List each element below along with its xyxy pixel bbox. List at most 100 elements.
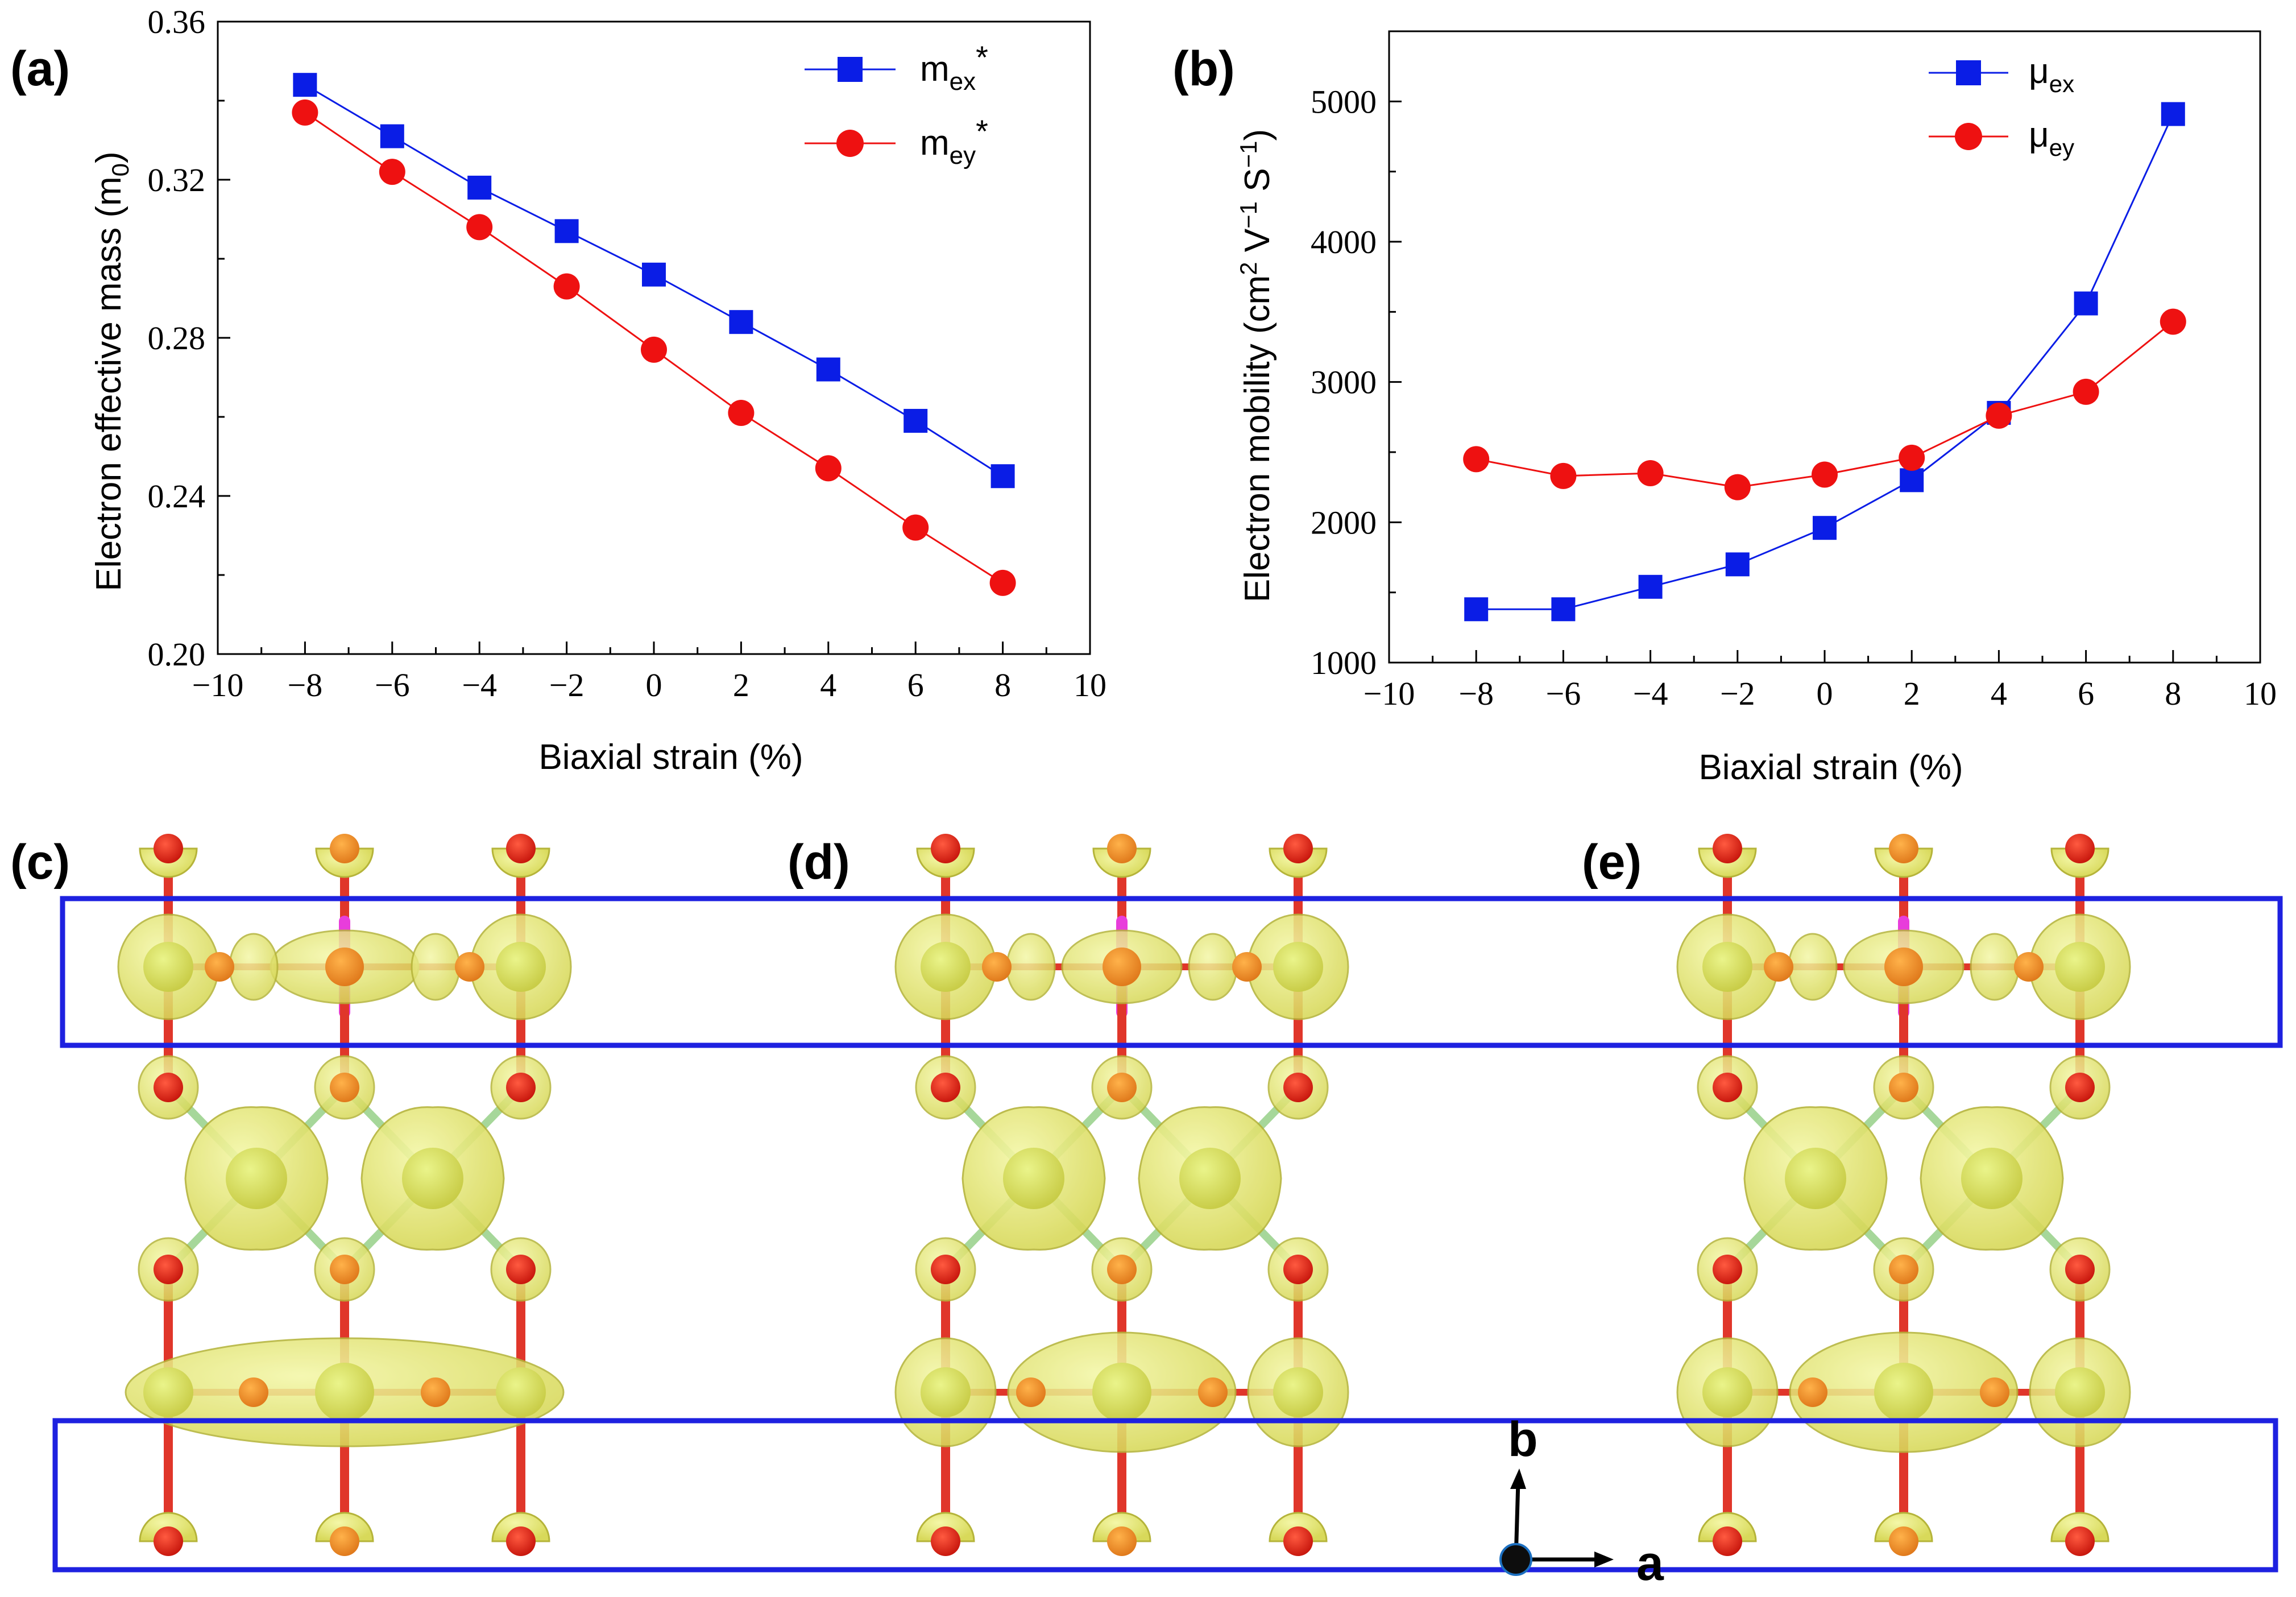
x-tick-label: −2 [1720,675,1755,712]
x-tick-label: 4 [1991,675,2007,712]
y-tick-label: 0.24 [148,478,206,515]
atom-metal [1179,1148,1241,1209]
y-tick-label: 0.32 [148,162,206,198]
atom-oxygen [931,1073,960,1102]
atom-oxygen [455,952,484,982]
atom-oxygen [1889,1073,1918,1102]
axis-label-b: b [1508,1412,1538,1467]
atom-metal [143,942,193,992]
chart-a-ylabel: Electron effective mass (m0) [89,151,134,591]
y-tick-label: 3000 [1311,364,1377,401]
legend-marker-mex [838,57,863,82]
data-point-ey [1463,446,1490,473]
atom-metal [325,948,364,986]
atom-oxygen [1798,1377,1827,1407]
data-point-ex [1464,597,1489,622]
data-point-ex [1638,574,1663,599]
atom-oxygen [1713,1526,1742,1556]
legend-marker-mey [836,130,864,157]
atom-oxygen [330,1073,359,1102]
y-tick-label: 2000 [1311,504,1377,541]
charge-density-lobe [1188,933,1238,1001]
data-point-ex [554,219,579,243]
data-point-ex [1725,552,1750,577]
y-tick-label: 0.36 [148,3,206,40]
data-point-ey [1899,444,1925,471]
atom-metal [1874,1363,1933,1422]
legend-label-muey: μey [2029,115,2074,161]
data-point-ex [293,73,317,97]
atom-oxygen [1283,1073,1313,1102]
data-point-ex [380,124,404,148]
atom-oxygen [1107,1255,1137,1284]
x-tick-label: 2 [1904,675,1920,712]
atom-metal [1702,942,1752,992]
data-point-ex [467,175,492,200]
atom-metal [496,1367,546,1417]
highlight-box-bottom [52,1418,2278,1573]
data-point-ex [1813,516,1837,540]
atom-oxygen [1889,1526,1918,1556]
x-tick-label: −8 [288,667,323,704]
x-tick-label: 0 [646,667,662,704]
atom-oxygen [1283,1255,1313,1284]
x-tick-label: 6 [907,667,924,704]
atom-metal [1702,1367,1752,1417]
chart-b-xlabel: Biaxial strain (%) [1698,748,1963,787]
data-point-ex [2074,291,2098,316]
atom-oxygen [931,834,960,863]
legend-label-muex: μex [2029,52,2074,97]
atom-metal [2055,942,2105,992]
atom-oxygen [1889,1255,1918,1284]
effective-mass-chart: Electron effective mass (m0) Biaxial str… [89,3,1106,777]
legend-marker-muex [1956,60,1981,85]
charge-density-lobe [1788,933,1838,1001]
atom-oxygen [1713,1255,1742,1284]
y-tick-label: 5000 [1311,83,1377,120]
atom-metal [1961,1148,2023,1209]
axis-origin-dot [1499,1543,1532,1576]
legend-label-mey: mey* [920,113,988,169]
x-tick-label: −4 [462,667,497,704]
data-point-ex [729,310,753,334]
atom-metal [921,942,971,992]
atom-oxygen [239,1377,268,1407]
x-tick-label: −10 [192,667,244,704]
x-tick-label: −4 [1633,675,1668,712]
atom-metal [2055,1367,2105,1417]
data-point-ex [1551,597,1576,622]
atom-metal [496,942,546,992]
data-point-ey [1724,474,1751,500]
panel-label-c: (c) [10,835,70,889]
x-tick-label: 2 [733,667,749,704]
data-point-ey [2160,308,2186,335]
atom-oxygen [1107,834,1137,863]
highlight-box-top [60,896,2283,1048]
data-point-ex [2161,102,2185,126]
atom-oxygen [1232,952,1262,982]
data-point-ey [466,214,493,241]
atom-oxygen [1764,952,1793,982]
data-point-ey [1550,462,1577,489]
atom-oxygen [2014,952,2044,982]
atom-oxygen [1198,1377,1228,1407]
atom-oxygen [154,1073,183,1102]
data-point-ey [902,514,929,541]
atom-oxygen [421,1377,450,1407]
data-point-ex [990,464,1015,489]
data-point-ey [1812,461,1838,488]
atom-oxygen [1980,1377,2009,1407]
atom-metal [1092,1363,1151,1422]
atom-oxygen [330,1526,359,1556]
x-tick-label: 0 [1817,675,1833,712]
atom-oxygen [1107,1073,1137,1102]
atom-oxygen [1016,1377,1046,1407]
atom-metal [1103,948,1141,986]
data-point-ey [1986,402,2012,429]
atom-oxygen [506,1073,536,1102]
mobility-chart: Electron mobility (cm2 V−1 S−1) Biaxial … [1235,30,2277,787]
charge-density-lobe [1006,933,1056,1001]
atom-metal [1003,1148,1064,1209]
x-tick-label: 10 [2244,675,2277,712]
